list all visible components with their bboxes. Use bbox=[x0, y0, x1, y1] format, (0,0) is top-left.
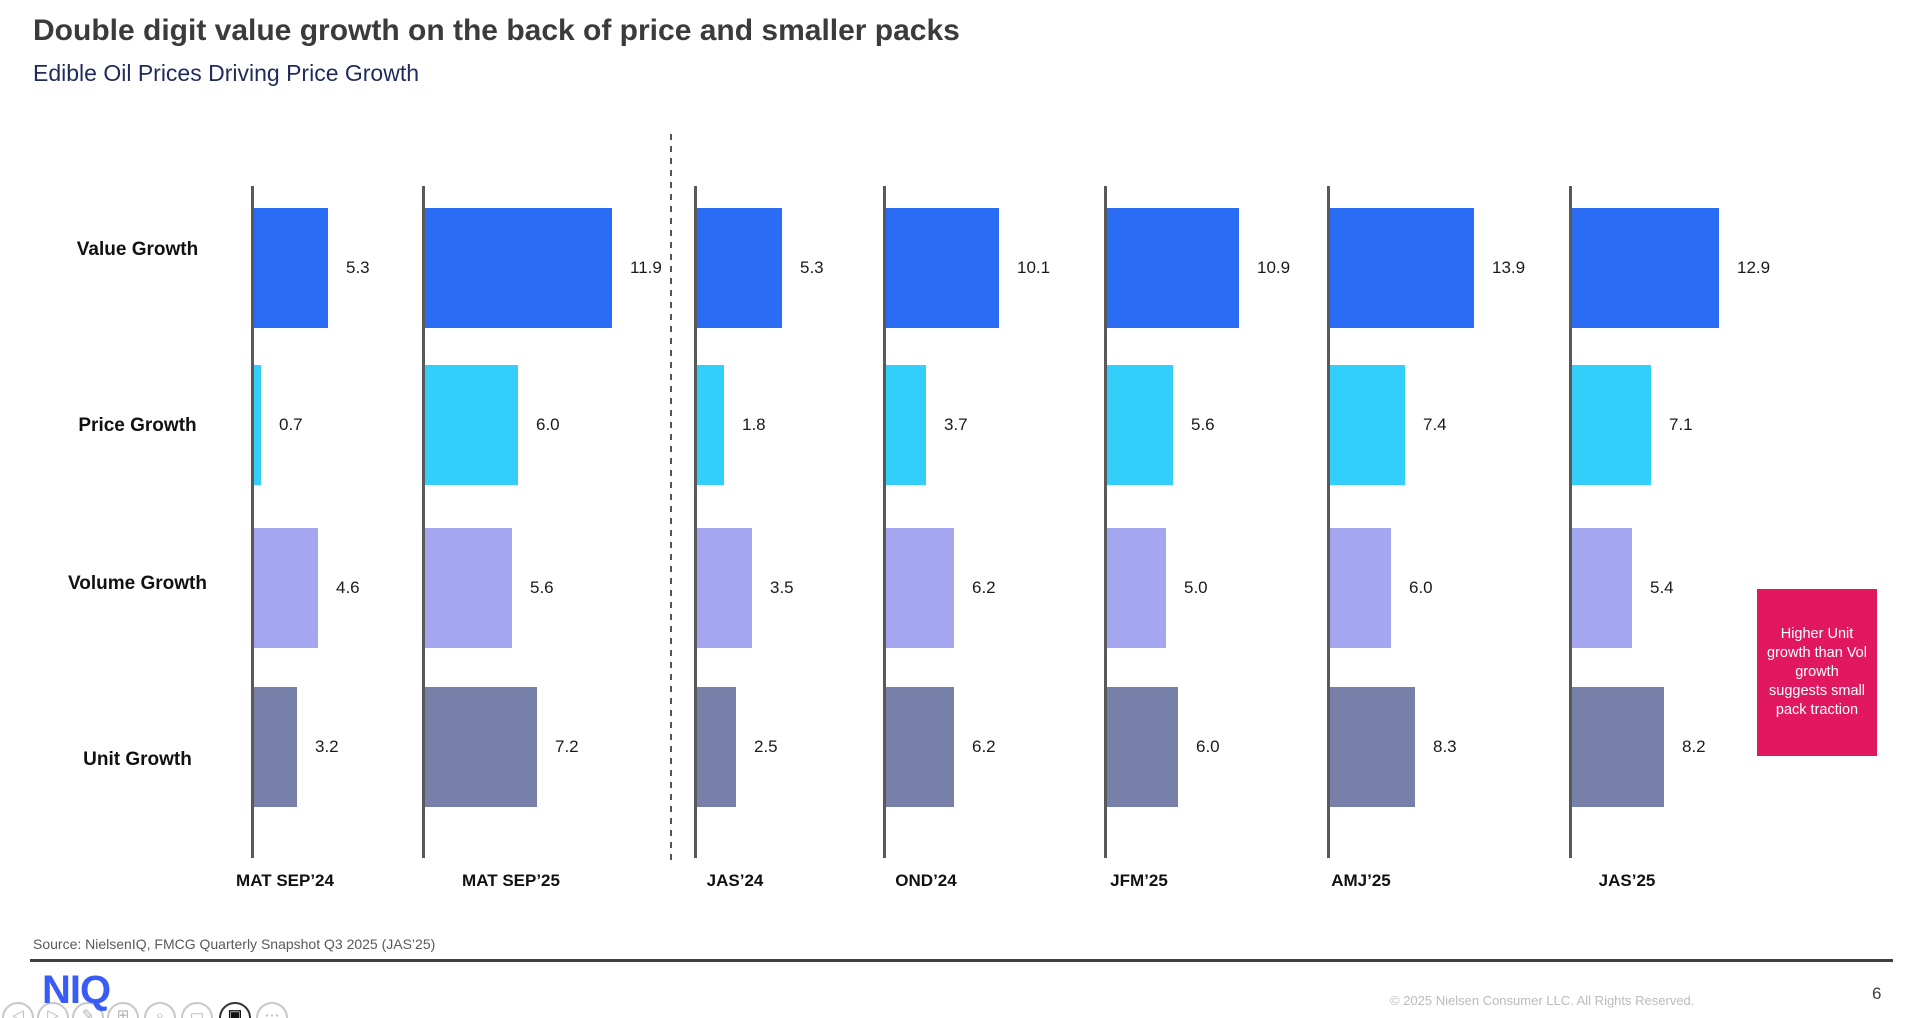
value-label-jas-25-price-growth: 7.1 bbox=[1669, 415, 1693, 434]
value-label-mat-sep-24-unit-growth: 3.2 bbox=[315, 737, 339, 756]
bar-jas-24-price-growth bbox=[694, 365, 724, 485]
value-label-jfm-25-price-growth: 5.6 bbox=[1191, 415, 1215, 434]
bar-jfm-25-price-growth bbox=[1104, 365, 1173, 485]
bar-jfm-25-unit-growth bbox=[1104, 687, 1178, 807]
axis-amj-25 bbox=[1327, 186, 1330, 858]
bar-mat-sep-25-value-growth bbox=[422, 208, 612, 328]
value-label-jas-24-price-growth: 1.8 bbox=[742, 415, 766, 434]
value-label-ond-24-value-growth: 10.1 bbox=[1017, 258, 1051, 277]
value-label-ond-24-volume-growth: 6.2 bbox=[972, 578, 996, 597]
axis-jfm-25 bbox=[1104, 186, 1107, 858]
axis-jas-25 bbox=[1569, 186, 1572, 858]
bar-jas-24-unit-growth bbox=[694, 687, 736, 807]
callout-text: Higher Unit growth than Vol growth sugge… bbox=[1767, 626, 1867, 718]
value-label-jfm-25-value-growth: 10.9 bbox=[1257, 258, 1291, 277]
bar-amj-25-value-growth bbox=[1327, 208, 1474, 328]
callout-box: Higher Unit growth than Vol growth sugge… bbox=[1757, 589, 1877, 756]
column-label-ond-24: OND’24 bbox=[895, 871, 957, 890]
bar-ond-24-price-growth bbox=[883, 365, 926, 485]
axis-mat-sep-24 bbox=[251, 186, 254, 858]
axis-mat-sep-25 bbox=[422, 186, 425, 858]
value-label-jas-25-unit-growth: 8.2 bbox=[1682, 737, 1706, 756]
bar-jas-24-volume-growth bbox=[694, 528, 752, 648]
bar-ond-24-unit-growth bbox=[883, 687, 954, 807]
value-label-jas-25-volume-growth: 5.4 bbox=[1650, 578, 1674, 597]
period-divider-dashed-line bbox=[670, 134, 672, 864]
value-label-jfm-25-unit-growth: 6.0 bbox=[1196, 737, 1220, 756]
value-label-ond-24-price-growth: 3.7 bbox=[944, 415, 968, 434]
value-label-mat-sep-24-price-growth: 0.7 bbox=[279, 415, 303, 434]
value-label-jas-25-value-growth: 12.9 bbox=[1737, 258, 1771, 277]
copyright-text: © 2025 Nielsen Consumer LLC. All Rights … bbox=[1390, 993, 1695, 1008]
column-label-jas-25: JAS’25 bbox=[1598, 871, 1656, 890]
value-label-amj-25-unit-growth: 8.3 bbox=[1433, 737, 1457, 756]
bar-mat-sep-24-value-growth bbox=[251, 208, 328, 328]
axis-jas-24 bbox=[694, 186, 697, 858]
bar-mat-sep-24-price-growth bbox=[251, 365, 261, 485]
row-label-unit-growth: Unit Growth bbox=[83, 749, 192, 770]
value-label-amj-25-value-growth: 13.9 bbox=[1492, 258, 1526, 277]
bar-jas-25-unit-growth bbox=[1569, 687, 1664, 807]
bar-mat-sep-24-volume-growth bbox=[251, 528, 318, 648]
value-label-jas-24-volume-growth: 3.5 bbox=[770, 578, 794, 597]
value-label-mat-sep-25-volume-growth: 5.6 bbox=[530, 578, 554, 597]
column-label-amj-25: AMJ’25 bbox=[1331, 871, 1391, 890]
value-label-jfm-25-volume-growth: 5.0 bbox=[1184, 578, 1208, 597]
bar-jfm-25-volume-growth bbox=[1104, 528, 1166, 648]
value-label-amj-25-price-growth: 7.4 bbox=[1423, 415, 1447, 434]
bar-mat-sep-24-unit-growth bbox=[251, 687, 297, 807]
slide-subtitle: Edible Oil Prices Driving Price Growth bbox=[33, 60, 420, 86]
row-label-volume-growth: Volume Growth bbox=[68, 573, 207, 594]
bar-ond-24-value-growth bbox=[883, 208, 999, 328]
bar-ond-24-volume-growth bbox=[883, 528, 954, 648]
source-note: Source: NielsenIQ, FMCG Quarterly Snapsh… bbox=[33, 936, 436, 952]
bar-mat-sep-25-price-growth bbox=[422, 365, 518, 485]
value-label-mat-sep-25-price-growth: 6.0 bbox=[536, 415, 560, 434]
value-label-jas-24-value-growth: 5.3 bbox=[800, 258, 824, 277]
column-label-mat-sep-24: MAT SEP’24 bbox=[236, 871, 334, 890]
bar-amj-25-volume-growth bbox=[1327, 528, 1391, 648]
value-label-mat-sep-24-volume-growth: 4.6 bbox=[336, 578, 360, 597]
value-label-jas-24-unit-growth: 2.5 bbox=[754, 737, 778, 756]
niq-logo: NIQ bbox=[42, 968, 111, 1012]
bar-jfm-25-value-growth bbox=[1104, 208, 1239, 328]
value-label-amj-25-volume-growth: 6.0 bbox=[1409, 578, 1433, 597]
bar-amj-25-price-growth bbox=[1327, 365, 1405, 485]
value-label-mat-sep-25-value-growth: 11.9 bbox=[630, 258, 662, 277]
bar-mat-sep-25-volume-growth bbox=[422, 528, 512, 648]
bar-jas-25-volume-growth bbox=[1569, 528, 1632, 648]
bar-amj-25-unit-growth bbox=[1327, 687, 1415, 807]
bar-jas-25-value-growth bbox=[1569, 208, 1719, 328]
column-label-jfm-25: JFM’25 bbox=[1110, 871, 1168, 890]
bar-jas-24-value-growth bbox=[694, 208, 782, 328]
bar-jas-25-price-growth bbox=[1569, 365, 1651, 485]
slide-title: Double digit value growth on the back of… bbox=[33, 14, 960, 47]
value-label-mat-sep-24-value-growth: 5.3 bbox=[346, 258, 370, 277]
page-number: 6 bbox=[1872, 984, 1882, 1003]
value-label-ond-24-unit-growth: 6.2 bbox=[972, 737, 996, 756]
footer-divider bbox=[30, 959, 1893, 962]
column-label-mat-sep-25: MAT SEP’25 bbox=[462, 871, 560, 890]
bar-mat-sep-25-unit-growth bbox=[422, 687, 537, 807]
value-label-mat-sep-25-unit-growth: 7.2 bbox=[555, 737, 579, 756]
column-label-jas-24: JAS’24 bbox=[706, 871, 764, 890]
row-label-value-growth: Value Growth bbox=[76, 239, 199, 260]
axis-ond-24 bbox=[883, 186, 886, 858]
row-label-price-growth: Price Growth bbox=[78, 415, 197, 436]
